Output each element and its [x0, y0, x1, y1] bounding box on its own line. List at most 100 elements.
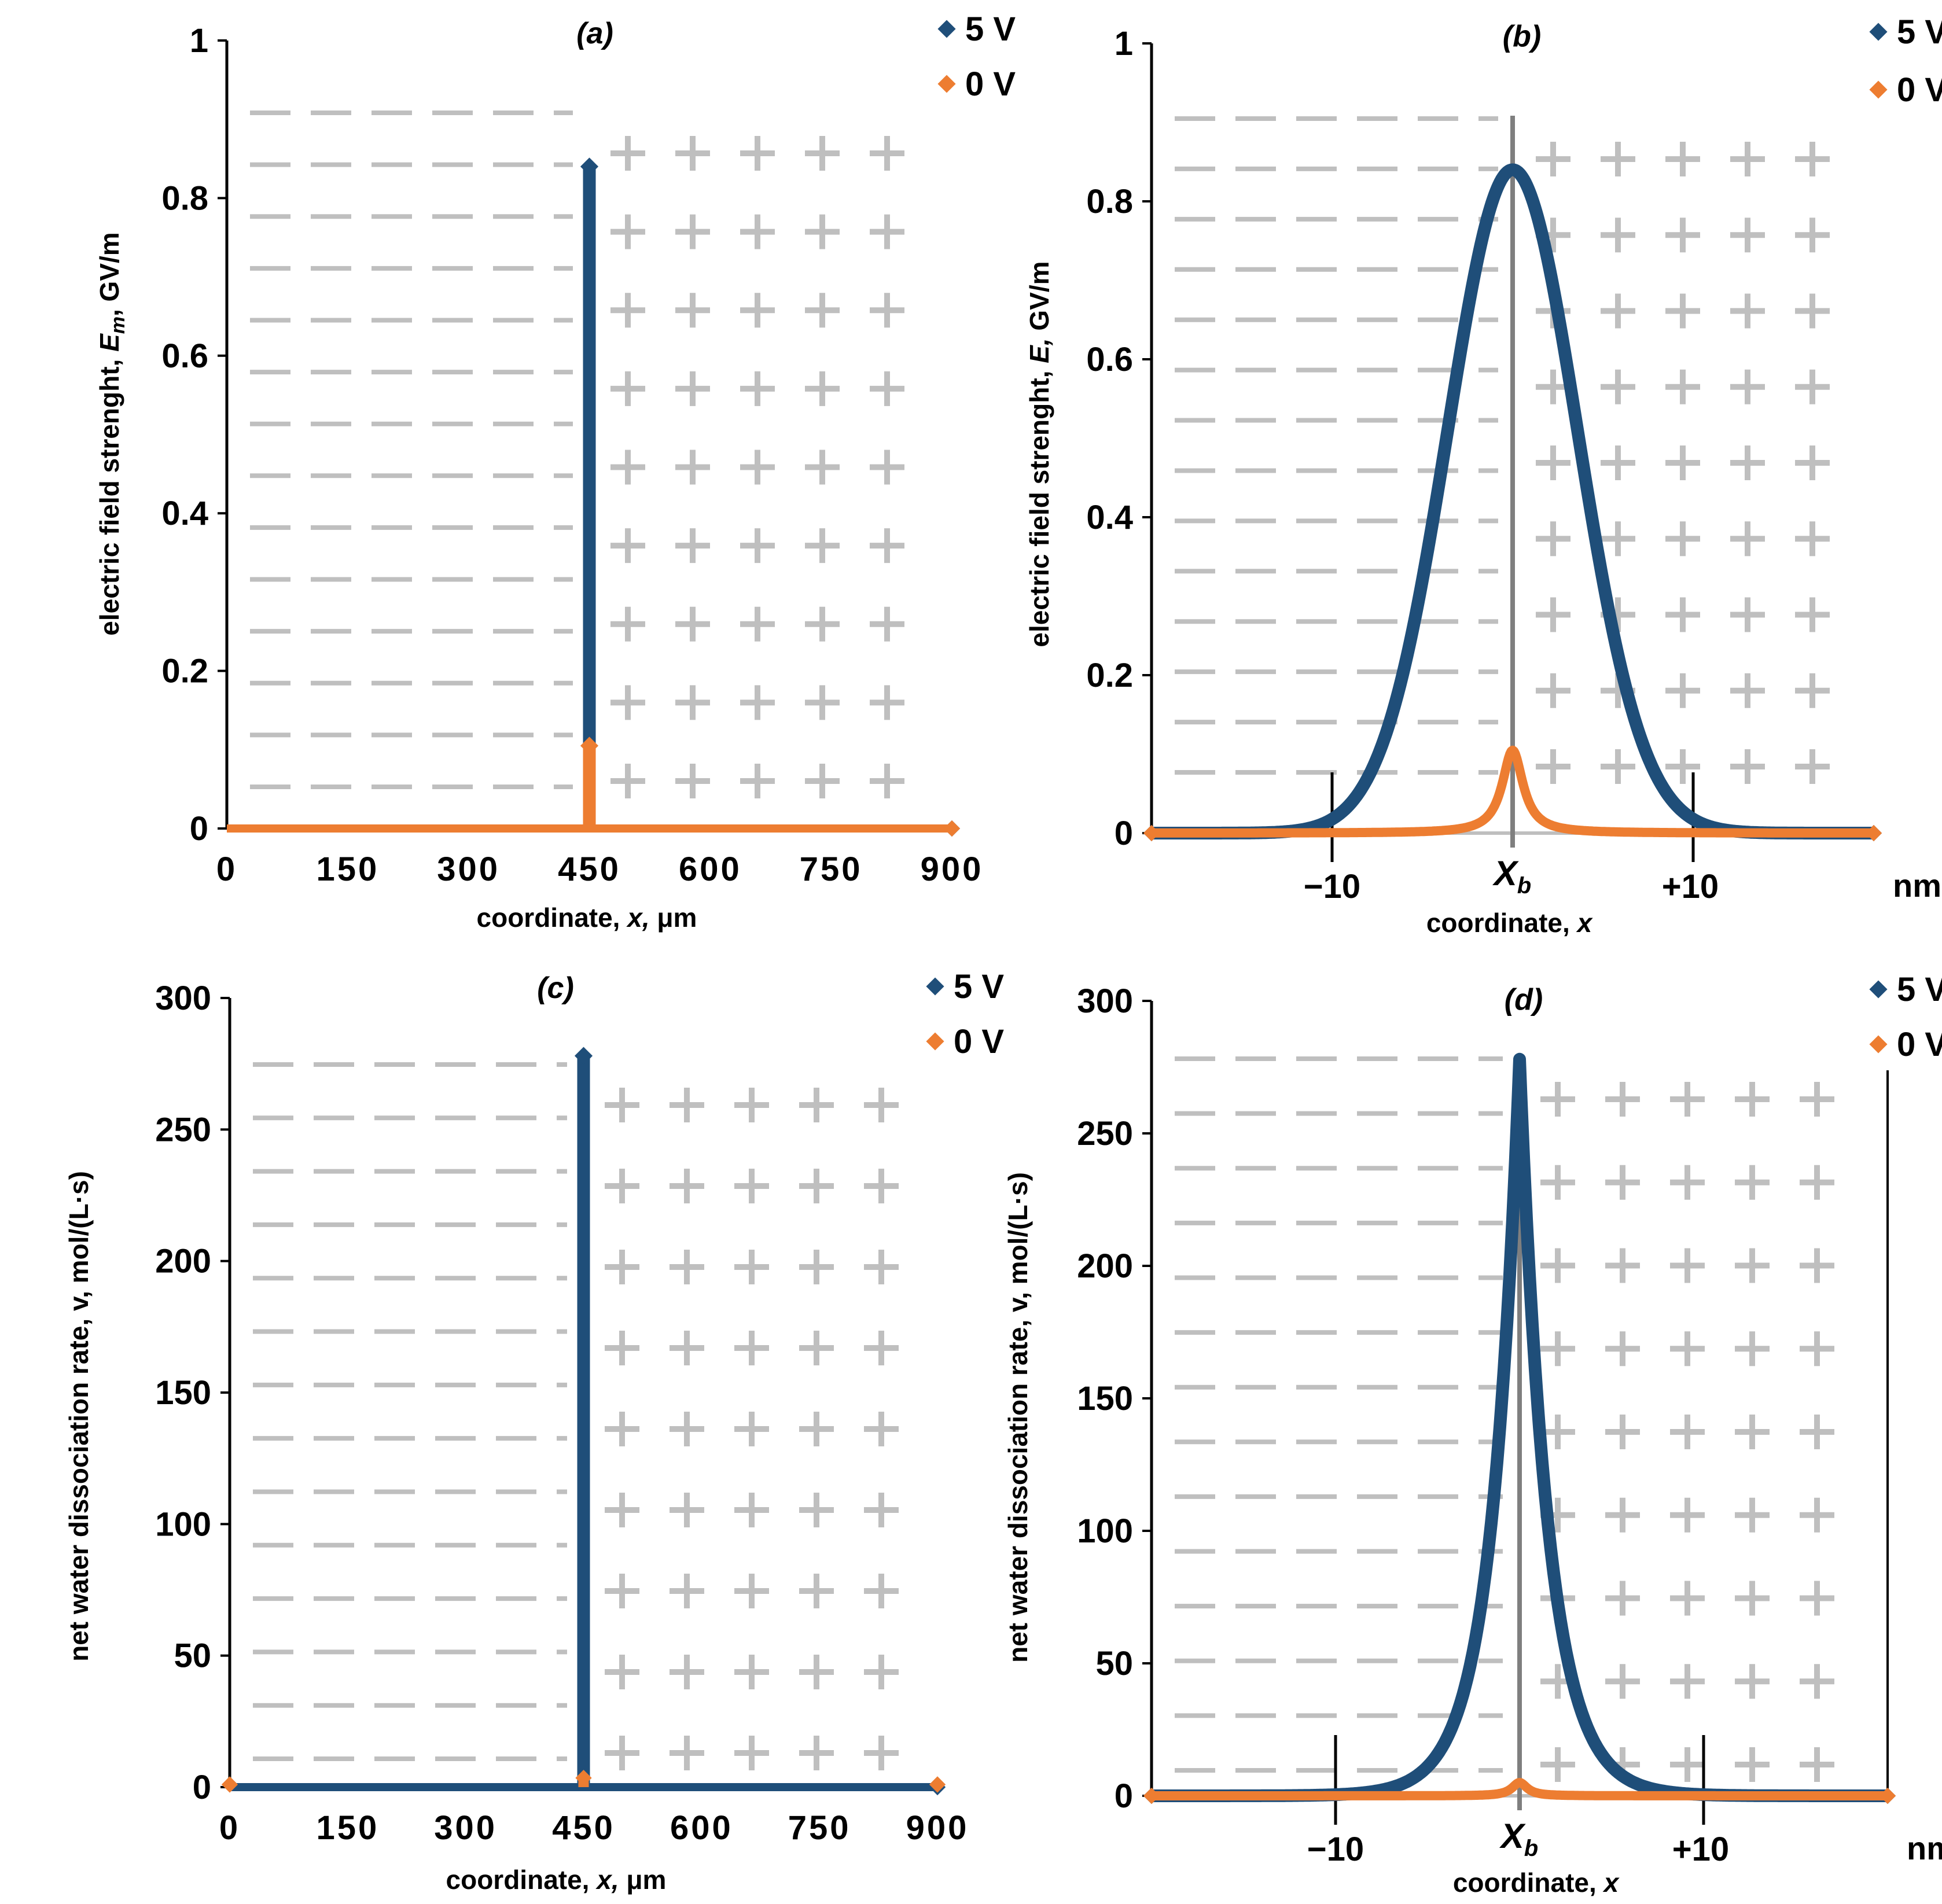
legend-label: 5 V [965, 10, 1016, 48]
x-unit-label: nm [1893, 867, 1941, 904]
y-tick-label: 0.2 [1086, 657, 1133, 694]
x-marker-label-plus10: +10 [1672, 1831, 1729, 1868]
x-tick-label: 450 [552, 1809, 615, 1847]
x-tick-label: 900 [921, 850, 984, 888]
y-tick-label: 0 [1115, 815, 1133, 852]
x-tick-label: 600 [679, 850, 742, 888]
end-point [1143, 1787, 1160, 1804]
y-tick-label: 100 [1077, 1512, 1133, 1550]
x-marker-label-minus10: −10 [1304, 868, 1360, 905]
x-tick-label: 750 [800, 850, 863, 888]
y-axis-label: electric field strenght, E, GV/m [1024, 261, 1054, 647]
panel-title: (c) [537, 971, 574, 1005]
y-tick-label: 0 [190, 810, 208, 848]
y-tick-label: 300 [155, 979, 211, 1017]
x-tick-label: 300 [437, 850, 500, 888]
legend: 5 V0 V [926, 968, 1004, 1060]
x-tick-label: 450 [558, 850, 621, 888]
x-unit-label: nm [1907, 1830, 1942, 1866]
x-tick-label: 0 [219, 1809, 240, 1847]
y-tick-label: 100 [155, 1505, 211, 1543]
background-pattern [250, 111, 904, 798]
series-5v [230, 1047, 946, 1796]
y-tick-label: 0 [1115, 1777, 1133, 1815]
x-axis-label: coordinate, x [1426, 908, 1594, 938]
legend-marker [1869, 80, 1888, 99]
data-point [221, 1776, 238, 1793]
legend-marker [937, 20, 956, 38]
x-axis-label: coordinate, x [1453, 1868, 1620, 1898]
series-0v [1143, 1778, 1896, 1804]
legend-marker [1869, 1035, 1888, 1054]
legend-label: 0 V [965, 65, 1016, 103]
end-point [1865, 824, 1882, 842]
end-point [1879, 1787, 1896, 1804]
series-0v [1143, 745, 1882, 842]
chart-panel-d: 0 50 100 150 200 250 300 −10 +10 Xb nm (d) 5 V0 V coo… [1003, 971, 1942, 1898]
x-tick-label: 0 [216, 850, 237, 888]
panel-title: (d) [1505, 983, 1543, 1017]
y-tick-label: 0 [193, 1769, 211, 1806]
legend-label: 0 V [1897, 71, 1942, 109]
legend-marker [1869, 23, 1888, 41]
chart-panel-a: 00.20.40.60.810 150 300 450 600 750 900(a) 5 V0… [94, 10, 1016, 933]
legend-label: 0 V [954, 1023, 1004, 1060]
panel-title: (b) [1503, 20, 1541, 53]
x-tick-label: 150 [316, 850, 379, 888]
y-tick-label: 200 [1077, 1247, 1133, 1285]
legend-label: 5 V [1897, 971, 1942, 1008]
y-tick-label: 200 [155, 1243, 211, 1280]
legend: 5 V0 V [1869, 971, 1942, 1063]
y-tick-label: 1 [190, 22, 208, 60]
end-point [943, 820, 961, 837]
y-tick-label: 0.8 [1086, 183, 1133, 220]
x-marker-label-plus10: +10 [1662, 868, 1719, 905]
legend-marker [926, 1032, 944, 1051]
data-point [929, 1776, 946, 1793]
legend-marker [926, 977, 944, 996]
series-curve [1148, 745, 1877, 838]
y-axis-label: net water dissociation rate, v, mol/(L·s… [64, 1171, 94, 1662]
series-0v [221, 1769, 946, 1793]
legend-marker [1869, 980, 1888, 999]
x-marker-label-xb: Xb [1492, 854, 1531, 898]
legend: 5 V 0 V [1869, 13, 1942, 109]
background-pattern [253, 1062, 899, 1770]
y-tick-label: 0.4 [1086, 499, 1133, 536]
y-tick-label: 50 [174, 1637, 211, 1675]
y-tick-label: 50 [1095, 1645, 1133, 1682]
panel-title: (a) [576, 17, 613, 50]
legend-label: 5 V [1897, 13, 1942, 51]
y-tick-label: 1 [1115, 25, 1133, 62]
y-axis-label: electric field strenght, Em, GV/m [94, 232, 129, 635]
x-axis-label: coordinate, x, μm [477, 903, 697, 933]
legend: 5 V0 V [937, 10, 1016, 103]
x-tick-label: 750 [788, 1809, 851, 1847]
series-curve [1148, 1778, 1891, 1800]
x-tick-label: 300 [434, 1809, 497, 1847]
y-tick-label: 250 [155, 1111, 211, 1148]
y-tick-label: 300 [1077, 982, 1133, 1020]
chart-panel-b: 0 0.2 0.4 0.6 0.8 1 −10 +10 Xb nm (b) 5 V 0 V coordin… [1024, 13, 1942, 938]
x-marker-label-xb: Xb [1499, 1817, 1538, 1861]
chart-panel-c: 0 50 100 150 200 250 300 0 150 300 450 600 750 900 (c)… [64, 968, 1004, 1895]
y-tick-label: 150 [1077, 1380, 1133, 1417]
end-point [1143, 824, 1160, 842]
y-tick-label: 0.6 [161, 337, 208, 375]
x-tick-label: 900 [906, 1809, 969, 1847]
background-pattern [1175, 116, 1830, 784]
y-tick-label: 0.2 [161, 653, 208, 690]
peak-point [580, 157, 599, 176]
y-tick-label: 0.6 [1086, 341, 1133, 378]
x-tick-label: 150 [316, 1809, 379, 1847]
y-tick-label: 0.4 [161, 495, 208, 532]
y-tick-label: 150 [155, 1374, 211, 1412]
x-marker-label-minus10: −10 [1307, 1831, 1364, 1868]
y-axis-label: net water dissociation rate, v, mol/(L·s… [1003, 1172, 1033, 1663]
legend-label: 5 V [954, 968, 1004, 1006]
legend-marker [937, 75, 956, 93]
y-tick-label: 0.8 [161, 179, 208, 217]
x-axis-label: coordinate, x, μm [446, 1865, 667, 1895]
y-tick-label: 250 [1077, 1115, 1133, 1152]
